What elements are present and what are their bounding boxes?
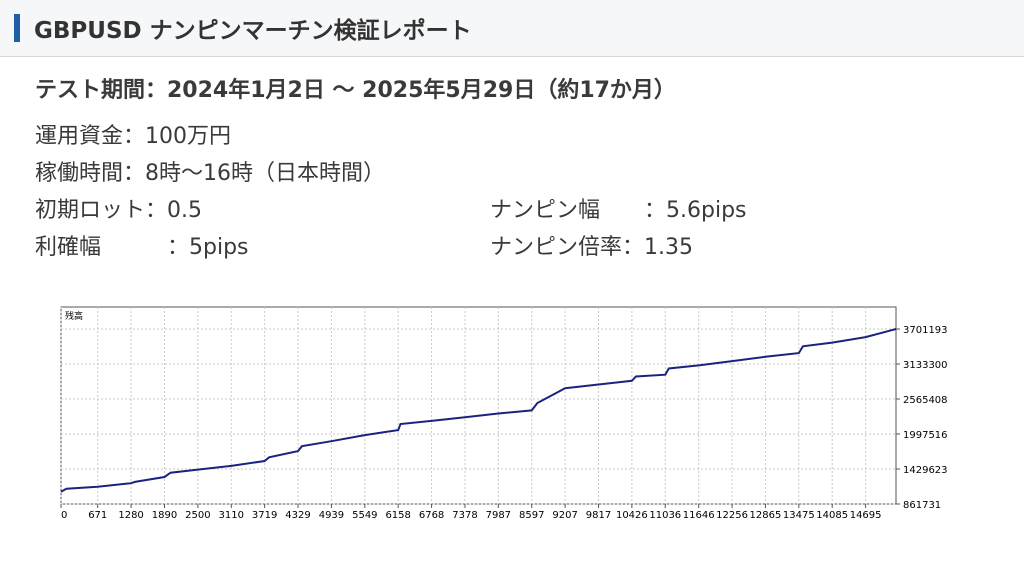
- param-capital: 運用資金：100万円: [35, 118, 231, 150]
- param-initial-lot-colon: ：: [145, 198, 168, 223]
- y-tick-label: 861731: [903, 500, 941, 511]
- param-nanpin-width-value: 5.6pips: [666, 198, 747, 223]
- param-nanpin-width: ナンピン幅 ：5.6pips: [490, 192, 747, 224]
- chart-title: 残高: [65, 310, 83, 322]
- x-tick-label: 12256: [716, 510, 748, 521]
- balance-line: [60, 328, 897, 493]
- x-tick-label: 10426: [616, 510, 648, 521]
- header-accent-bar: [14, 14, 20, 42]
- test-period: テスト期間：2024年1月2日 〜 2025年5月29日（約17か月）: [35, 78, 676, 103]
- param-take-profit-label: 利確幅: [35, 235, 102, 260]
- y-tick-label: 3701193: [903, 325, 948, 336]
- x-tick-label: 9207: [552, 510, 577, 521]
- grid: [60, 307, 896, 505]
- param-take-profit-colon: ：: [167, 235, 190, 260]
- param-initial-lot-value: 0.5: [167, 198, 203, 223]
- x-tick-label: 7378: [452, 510, 477, 521]
- balance-chart-svg: 861731 1429623 1997516 2565408 3133300 370119…: [40, 305, 980, 525]
- x-tick-label: 4939: [319, 510, 344, 521]
- x-tick-label: 11646: [683, 510, 715, 521]
- x-tick-label: 5549: [352, 510, 377, 521]
- param-initial-lot-label: 初期ロット: [35, 198, 146, 223]
- param-nanpin-ratio-colon: ：: [622, 235, 645, 260]
- x-tick-label: 14695: [850, 510, 882, 521]
- x-tick-label: 13475: [783, 510, 815, 521]
- y-axis: 861731 1429623 1997516 2565408 3133300 370119…: [896, 325, 948, 511]
- param-capital-label: 運用資金: [35, 124, 124, 149]
- param-hours: 稼働時間：8時〜16時（日本時間）: [35, 155, 385, 187]
- param-nanpin-ratio-value: 1.35: [644, 235, 694, 260]
- x-tick-label: 6158: [385, 510, 410, 521]
- x-tick-label: 1890: [152, 510, 177, 521]
- x-tick-label: 0: [61, 510, 67, 521]
- x-tick-label: 4329: [285, 510, 310, 521]
- param-initial-lot: 初期ロット：0.5: [35, 192, 202, 224]
- balance-chart: 861731 1429623 1997516 2565408 3133300 370119…: [40, 305, 980, 525]
- param-nanpin-width-label: ナンピン幅: [490, 198, 601, 223]
- param-nanpin-ratio: ナンピン倍率：1.35: [490, 229, 693, 261]
- x-tick-label: 9817: [586, 510, 611, 521]
- x-tick-label: 8597: [519, 510, 544, 521]
- x-tick-label: 3110: [219, 510, 244, 521]
- x-tick-label: 12865: [750, 510, 782, 521]
- report-header: GBPUSD ナンピンマーチン検証レポート: [0, 0, 1024, 57]
- param-hours-colon: ：: [123, 161, 146, 186]
- param-nanpin-ratio-label: ナンピン倍率: [490, 235, 623, 260]
- x-tick-label: 14085: [816, 510, 848, 521]
- page-title: GBPUSD ナンピンマーチン検証レポート: [34, 18, 472, 44]
- y-tick-label: 1997516: [903, 430, 948, 441]
- param-take-profit-value: 5pips: [189, 235, 249, 260]
- x-tick-label: 671: [88, 510, 107, 521]
- param-nanpin-width-colon: ：: [644, 198, 667, 223]
- plot-area: [60, 306, 897, 505]
- x-tick-label: 1280: [118, 510, 143, 521]
- param-hours-label: 稼働時間: [35, 161, 124, 186]
- param-capital-colon: ：: [123, 124, 146, 149]
- x-tick-label: 2500: [185, 510, 210, 521]
- param-take-profit: 利確幅 ：5pips: [35, 229, 249, 261]
- x-tick-label: 6768: [419, 510, 444, 521]
- param-hours-value: 8時〜16時（日本時間）: [145, 161, 386, 186]
- y-tick-label: 3133300: [903, 360, 948, 371]
- y-tick-label: 2565408: [903, 395, 948, 406]
- param-capital-value: 100万円: [145, 124, 232, 149]
- x-tick-label: 11036: [649, 510, 681, 521]
- x-axis: 0 671 1280 1890 2500 3110 3719 4329 4939 5549 6158…: [60, 504, 882, 521]
- x-tick-label: 7987: [486, 510, 511, 521]
- x-tick-label: 3719: [252, 510, 277, 521]
- y-tick-label: 1429623: [903, 465, 948, 476]
